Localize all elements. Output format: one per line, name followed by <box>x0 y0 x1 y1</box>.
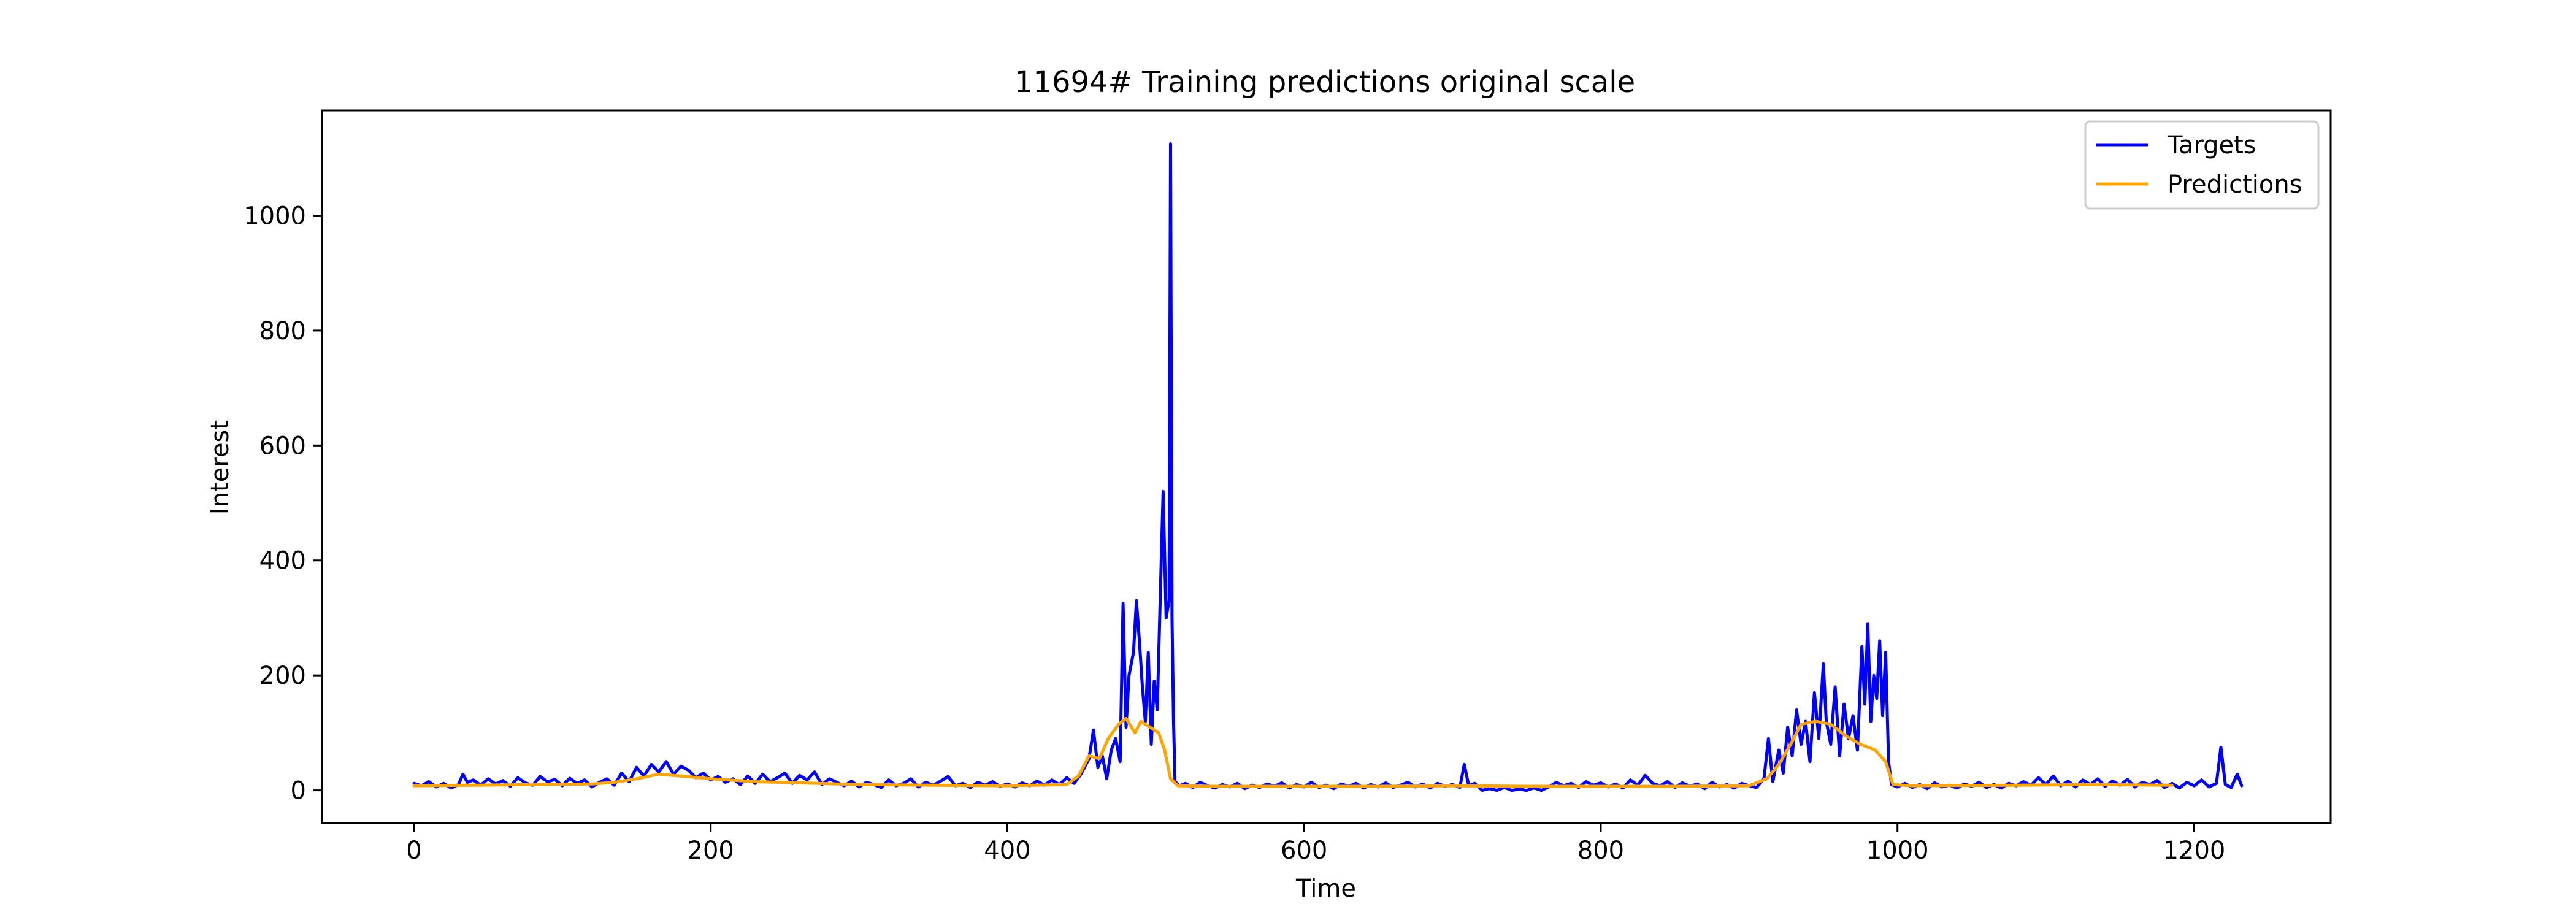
x-tick-label: 1000 <box>1866 837 1929 865</box>
x-axis-label: Time <box>1295 875 1356 903</box>
legend-label-targets: Targets <box>2167 131 2256 159</box>
x-tick-label: 200 <box>688 837 734 865</box>
y-tick-label: 0 <box>291 777 306 805</box>
x-tick-label: 800 <box>1577 837 1624 865</box>
chart-title: 11694# Training predictions original sca… <box>1014 65 1635 99</box>
y-tick-label: 200 <box>259 662 306 690</box>
x-tick-label: 400 <box>984 837 1030 865</box>
plot-area: 0 200 400 600 800 1000 0 200 400 600 800 1000 1200 <box>243 109 2332 865</box>
y-tick-label: 800 <box>259 317 306 345</box>
series-lines <box>412 142 2244 792</box>
x-tick-label: 600 <box>1281 837 1327 865</box>
y-axis-label: Interest <box>206 420 234 515</box>
legend-label-predictions: Predictions <box>2168 171 2302 199</box>
y-tick-label: 600 <box>259 432 306 460</box>
y-tick-label: 400 <box>259 547 306 575</box>
x-tick-label: 1200 <box>2163 837 2226 865</box>
legend: Targets Predictions <box>2084 120 2320 210</box>
series-line-predictions <box>412 716 2174 788</box>
x-tick-label: 0 <box>406 837 421 865</box>
x-axis-ticks: 0 200 400 600 800 1000 1200 <box>406 823 2225 865</box>
y-tick-label: 1000 <box>243 202 306 230</box>
plot-frame <box>321 109 2332 824</box>
y-axis-ticks: 0 200 400 600 800 1000 <box>243 202 322 805</box>
